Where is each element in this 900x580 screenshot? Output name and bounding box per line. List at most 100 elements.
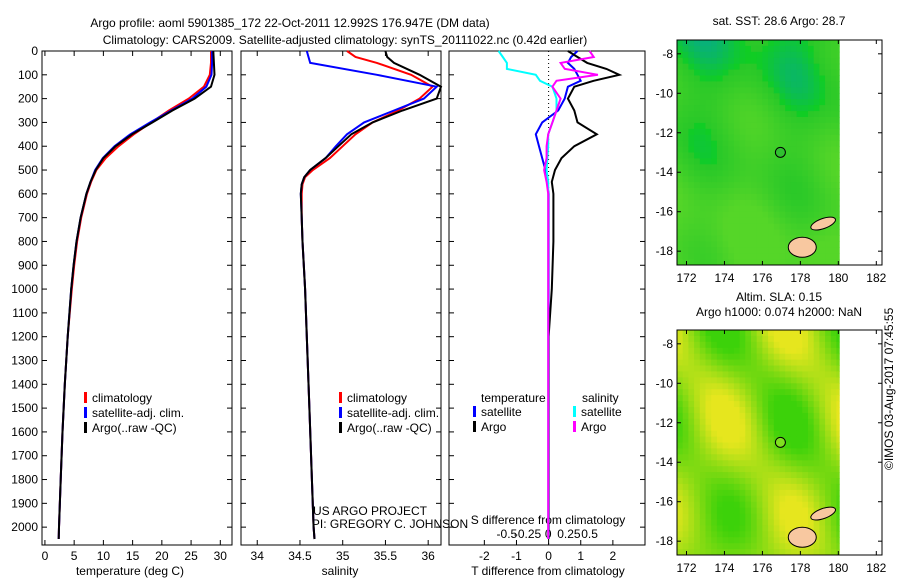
sst-map-cell (813, 164, 820, 171)
sla-map-cell (796, 401, 803, 408)
sst-map-cell (756, 199, 763, 207)
sst-map-cell (756, 99, 763, 106)
sla-map-cell (694, 495, 701, 503)
sst-map-cell (733, 182, 741, 189)
sla-map-cell (836, 466, 840, 473)
sla-map-cell (699, 501, 706, 509)
sla-map-cell (819, 401, 826, 408)
depth-tick-label: 2000 (11, 520, 38, 534)
sla-map-cell (813, 531, 820, 538)
sst-map-cell (836, 158, 840, 165)
sst-map-cell (796, 182, 803, 189)
sla-map-cell (751, 525, 758, 532)
sla-map-cell (722, 412, 729, 420)
sla-map-cell (768, 519, 775, 526)
sst-map-cell (711, 105, 718, 112)
sla-map-cell (790, 359, 798, 366)
sst-map-cell (739, 105, 746, 112)
sst-map-cell (699, 241, 706, 248)
sst-map-cell (825, 253, 832, 260)
sst-map-cell (705, 253, 712, 260)
sst-map-cell (751, 75, 758, 82)
sla-map-cell (711, 549, 718, 556)
sst-map-cell (785, 182, 792, 189)
salinity-panel-frame (240, 50, 442, 546)
sst-map-cell (802, 40, 809, 47)
sst-map-cell (688, 45, 695, 53)
sst-map-cell (699, 205, 706, 213)
sst-map-cell (836, 182, 840, 189)
sla-map-cell (682, 489, 689, 497)
sla-map-cell (819, 377, 826, 384)
sst-map-cell (688, 217, 695, 224)
sst-map-cell (785, 199, 792, 207)
sst-map-cell (739, 87, 746, 94)
sst-map-cell (716, 235, 724, 242)
sst-map-cell (819, 247, 826, 254)
sla-map-cell (790, 472, 798, 479)
sst-map-cell (677, 146, 684, 153)
sst-map-cell (813, 134, 820, 142)
sst-map-cell (694, 217, 701, 224)
sst-map-cell (773, 75, 780, 82)
sst-map-cell (756, 158, 763, 165)
sla-map-cell (773, 395, 780, 402)
sst-map-cell (699, 247, 706, 254)
sla-map-cell (739, 537, 746, 544)
sst-map-cell (808, 193, 815, 201)
sla-map-cell (694, 448, 701, 455)
sst-map-cell (711, 75, 718, 82)
sla-map-cell (711, 472, 718, 479)
salinity-xtick-label: 34 (251, 549, 265, 563)
sla-map-cell (785, 513, 792, 520)
sla-map-cell (830, 389, 837, 396)
sla-map-cell (716, 359, 724, 366)
sst-map-cell (699, 81, 706, 88)
sla-map-cell (779, 525, 786, 532)
sla-map-cell (722, 365, 729, 372)
sst-map-cell (773, 93, 780, 100)
sla-map-cell (773, 519, 780, 526)
sla-map-cell (825, 460, 832, 467)
sst-map-cell (711, 40, 718, 47)
sst-map-cell (745, 223, 752, 230)
sst-map-cell (819, 170, 826, 177)
sst-map-cell (773, 81, 780, 88)
sla-map-cell (682, 531, 689, 538)
sla-map-cell (813, 407, 820, 414)
sst-map-cell (716, 122, 724, 130)
sst-map-cell (728, 99, 735, 106)
sla-map-cell (733, 489, 741, 497)
sla-map-cell (796, 389, 803, 396)
sla-map-cell (705, 507, 712, 514)
sla-map-cell (785, 383, 792, 390)
sla-map-cell (768, 466, 775, 473)
sst-map-cell (808, 164, 815, 171)
sst-map-cell (716, 217, 724, 224)
sst-map-cell (808, 229, 815, 236)
sst-map-cell (813, 122, 820, 130)
sla-map-cell (705, 377, 712, 384)
salinity-xtick-label: 36 (421, 549, 435, 563)
sst-map-cell (739, 170, 746, 177)
sst-map-cell (722, 235, 729, 242)
sla-map-cell (768, 436, 775, 443)
sla-map-cell (790, 395, 798, 402)
sla-map-cell (728, 501, 735, 509)
sst-map-cell (699, 176, 706, 183)
sst-map-cell (728, 170, 735, 177)
sla-map-cell (813, 483, 820, 491)
sla-map-cell (790, 335, 798, 343)
sst-map-cell (808, 259, 815, 266)
sst-map-cell (808, 45, 815, 53)
sst-map-cell (745, 188, 752, 195)
sla-map-cell (677, 483, 684, 491)
sla-map-cell (768, 537, 775, 544)
sla-map-cell (836, 478, 840, 485)
sst-map-cell (779, 45, 786, 53)
sst-map-cell (722, 170, 729, 177)
sla-map-cell (711, 466, 718, 473)
sla-map-cell (688, 365, 695, 372)
sst-map-cell (836, 176, 840, 183)
sst-map-cell (756, 152, 763, 159)
